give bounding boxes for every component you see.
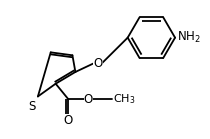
- Text: O: O: [64, 114, 73, 127]
- Text: CH$_3$: CH$_3$: [113, 92, 135, 106]
- Text: NH$_2$: NH$_2$: [177, 30, 201, 45]
- Text: O: O: [93, 57, 103, 70]
- Text: O: O: [84, 93, 93, 106]
- Text: S: S: [29, 100, 36, 113]
